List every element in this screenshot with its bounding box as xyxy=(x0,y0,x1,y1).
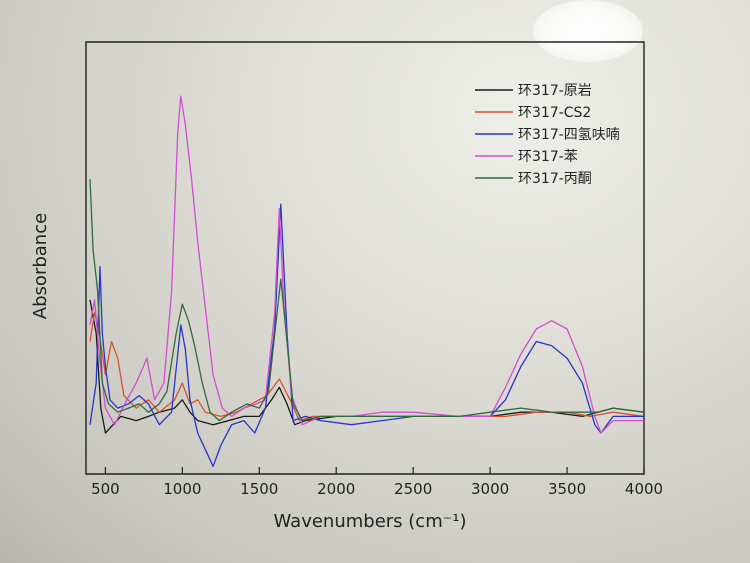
series-line-5 xyxy=(89,179,645,422)
legend-label-5: 环317-丙酮 xyxy=(518,171,592,187)
x-tick-label-3: 1500 xyxy=(240,480,278,498)
series-line-1 xyxy=(89,299,645,434)
x-tick-label-8: 4000 xyxy=(625,480,663,498)
series-line-4 xyxy=(89,95,644,434)
x-tick-label-6: 3000 xyxy=(471,480,509,498)
x-tick-label-1: 500 xyxy=(91,480,120,498)
y-axis-title: Absorbance xyxy=(30,213,51,319)
x-tick-label-7: 3500 xyxy=(548,480,586,498)
series-line-2 xyxy=(89,311,645,422)
x-axis-title: Wavenumbers (cm⁻¹) xyxy=(274,511,467,532)
series-line-3 xyxy=(89,203,644,467)
x-tick-label-5: 2500 xyxy=(394,480,432,498)
legend-label-4: 环317-苯 xyxy=(518,148,578,165)
legend-label-1: 环317-原岩 xyxy=(518,83,592,99)
x-tick-label-2: 1000 xyxy=(163,480,201,498)
legend-label-2: 环317-CS2 xyxy=(518,105,591,121)
x-axis-ticks: 500 1000 1500 2000 2500 3000 3500 4000 xyxy=(91,467,663,498)
series-layer xyxy=(89,95,645,467)
light-glare xyxy=(533,0,643,62)
legend-label-3: 环317-四氢呋喃 xyxy=(518,127,620,143)
x-tick-label-4: 2000 xyxy=(317,480,355,498)
